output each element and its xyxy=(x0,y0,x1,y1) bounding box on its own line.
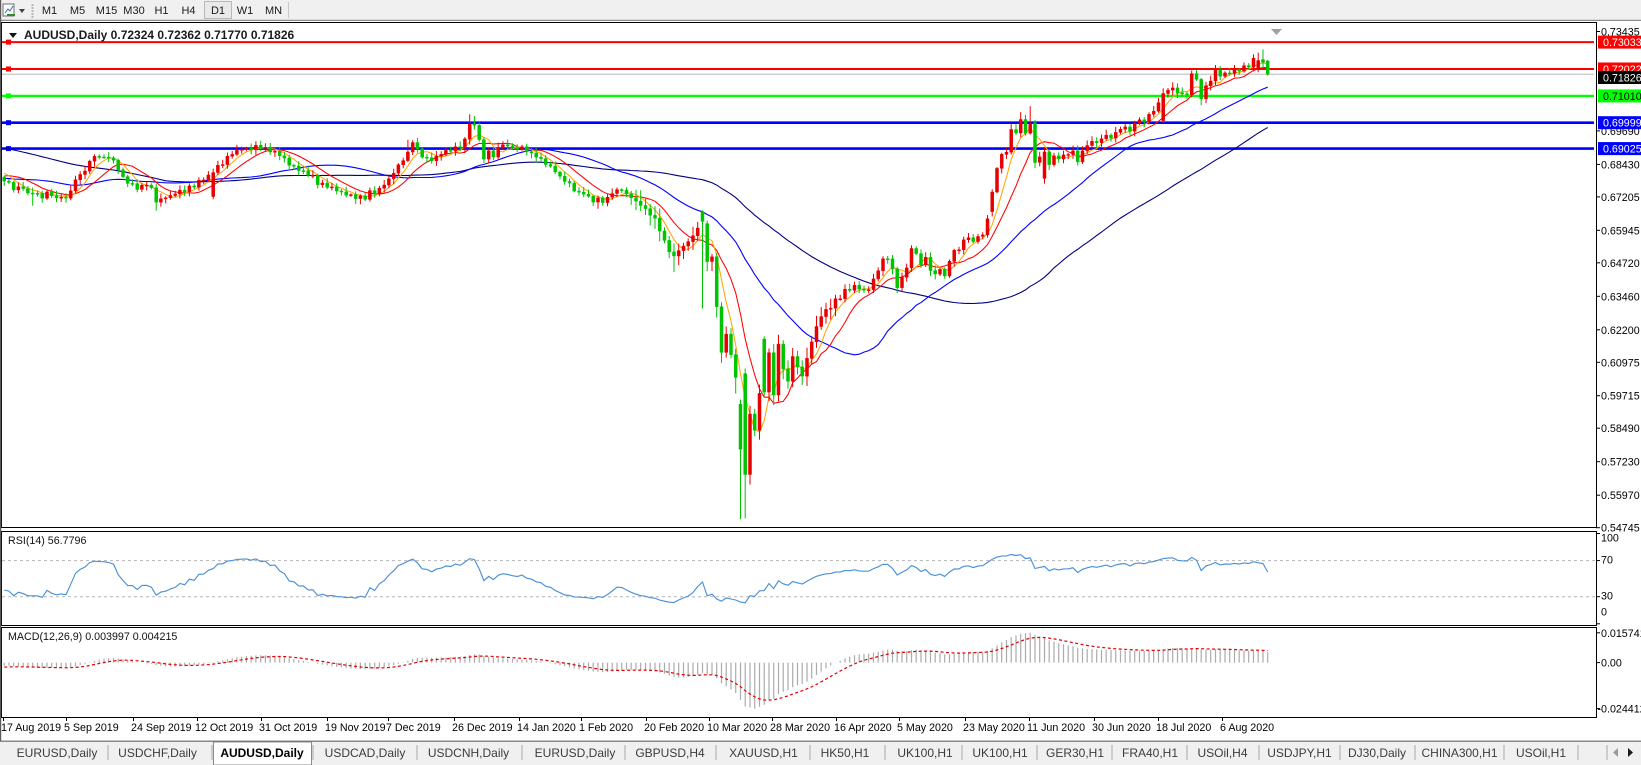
svg-text:0: 0 xyxy=(1601,607,1607,619)
svg-text:0.64720: 0.64720 xyxy=(1601,258,1640,270)
svg-text:CHINA300,H1: CHINA300,H1 xyxy=(1421,746,1497,760)
svg-text:0.015741: 0.015741 xyxy=(1601,628,1641,640)
svg-text:UK100,H1: UK100,H1 xyxy=(897,746,953,760)
svg-text:HK50,H1: HK50,H1 xyxy=(821,746,870,760)
svg-text:0.54745: 0.54745 xyxy=(1601,523,1640,535)
svg-text:USDCAD,Daily: USDCAD,Daily xyxy=(325,746,406,760)
svg-text:USOil,H1: USOil,H1 xyxy=(1516,746,1566,760)
svg-text:100: 100 xyxy=(1601,533,1619,545)
svg-text:M5: M5 xyxy=(70,5,85,17)
svg-text:0.68430: 0.68430 xyxy=(1601,159,1640,171)
svg-text:28 Mar 2020: 28 Mar 2020 xyxy=(770,722,830,734)
svg-text:MACD(12,26,9) 0.003997 0.00421: MACD(12,26,9) 0.003997 0.004215 xyxy=(8,631,177,643)
svg-text:5 May 2020: 5 May 2020 xyxy=(897,722,953,734)
svg-text:0.62200: 0.62200 xyxy=(1601,325,1640,337)
svg-text:24 Sep 2019: 24 Sep 2019 xyxy=(131,722,192,734)
svg-text:GER30,H1: GER30,H1 xyxy=(1046,746,1104,760)
svg-text:USDCHF,Daily: USDCHF,Daily xyxy=(118,746,197,760)
svg-text:D1: D1 xyxy=(211,5,225,17)
svg-text:XAUUSD,H1: XAUUSD,H1 xyxy=(729,746,798,760)
svg-text:0.58490: 0.58490 xyxy=(1601,423,1640,435)
svg-text:DJ30,Daily: DJ30,Daily xyxy=(1348,746,1406,760)
svg-text:18 Jul 2020: 18 Jul 2020 xyxy=(1156,722,1211,734)
svg-text:7 Dec 2019: 7 Dec 2019 xyxy=(386,722,441,734)
svg-text:30: 30 xyxy=(1601,591,1613,603)
svg-text:1 Feb 2020: 1 Feb 2020 xyxy=(579,722,633,734)
svg-text:USOil,H4: USOil,H4 xyxy=(1197,746,1247,760)
svg-text:0.73033: 0.73033 xyxy=(1603,37,1641,49)
svg-text:0.67205: 0.67205 xyxy=(1601,192,1640,204)
svg-text:0.73435: 0.73435 xyxy=(1601,27,1640,39)
svg-text:H1: H1 xyxy=(154,5,168,17)
svg-text:17 Aug 2019: 17 Aug 2019 xyxy=(1,722,61,734)
svg-text:0.00: 0.00 xyxy=(1601,658,1622,670)
svg-text:0.63460: 0.63460 xyxy=(1601,291,1640,303)
svg-text:20 Feb 2020: 20 Feb 2020 xyxy=(644,722,704,734)
svg-text:70: 70 xyxy=(1601,555,1613,567)
svg-text:0.59715: 0.59715 xyxy=(1601,391,1640,403)
svg-text:M1: M1 xyxy=(42,5,57,17)
svg-text:W1: W1 xyxy=(237,5,254,17)
svg-text:11 Jun 2020: 11 Jun 2020 xyxy=(1027,722,1085,734)
svg-text:0.71010: 0.71010 xyxy=(1603,91,1641,103)
svg-text:0.69025: 0.69025 xyxy=(1603,144,1641,156)
svg-text:30 Jun 2020: 30 Jun 2020 xyxy=(1092,722,1151,734)
svg-text:16 Apr 2020: 16 Apr 2020 xyxy=(834,722,892,734)
svg-text:5 Sep 2019: 5 Sep 2019 xyxy=(64,722,119,734)
svg-text:23 May 2020: 23 May 2020 xyxy=(963,722,1025,734)
svg-text:10 Mar 2020: 10 Mar 2020 xyxy=(707,722,767,734)
svg-text:6 Aug 2020: 6 Aug 2020 xyxy=(1220,722,1274,734)
svg-text:H4: H4 xyxy=(181,5,195,17)
svg-text:USDCNH,Daily: USDCNH,Daily xyxy=(428,746,509,760)
svg-text:UK100,H1: UK100,H1 xyxy=(972,746,1028,760)
svg-text:0.55970: 0.55970 xyxy=(1601,490,1640,502)
svg-text:MN: MN xyxy=(265,5,282,17)
svg-text:M30: M30 xyxy=(123,5,144,17)
svg-text:0.65945: 0.65945 xyxy=(1601,225,1640,237)
svg-text:0.69999: 0.69999 xyxy=(1603,118,1641,130)
svg-text:-0.024412: -0.024412 xyxy=(1598,704,1641,716)
svg-text:AUDUSD,Daily: AUDUSD,Daily xyxy=(220,746,304,760)
svg-text:14 Jan 2020: 14 Jan 2020 xyxy=(517,722,576,734)
svg-text:0.57230: 0.57230 xyxy=(1601,457,1640,469)
svg-text:0.71826: 0.71826 xyxy=(1603,73,1641,85)
svg-text:M15: M15 xyxy=(96,5,117,17)
svg-text:EURUSD,Daily: EURUSD,Daily xyxy=(17,746,98,760)
svg-text:0.60975: 0.60975 xyxy=(1601,357,1640,369)
svg-text:USDJPY,H1: USDJPY,H1 xyxy=(1267,746,1332,760)
svg-text:12 Oct 2019: 12 Oct 2019 xyxy=(195,722,253,734)
svg-text:GBPUSD,H4: GBPUSD,H4 xyxy=(635,746,705,760)
svg-text:EURUSD,Daily: EURUSD,Daily xyxy=(535,746,616,760)
svg-text:26 Dec 2019: 26 Dec 2019 xyxy=(452,722,513,734)
svg-text:AUDUSD,Daily 0.72324 0.72362: AUDUSD,Daily 0.72324 0.72362 0.71770 0.7… xyxy=(24,28,295,42)
svg-text:FRA40,H1: FRA40,H1 xyxy=(1122,746,1178,760)
svg-text:31 Oct 2019: 31 Oct 2019 xyxy=(259,722,317,734)
svg-text:RSI(14) 56.7796: RSI(14) 56.7796 xyxy=(8,535,86,547)
svg-text:19 Nov 2019: 19 Nov 2019 xyxy=(325,722,386,734)
